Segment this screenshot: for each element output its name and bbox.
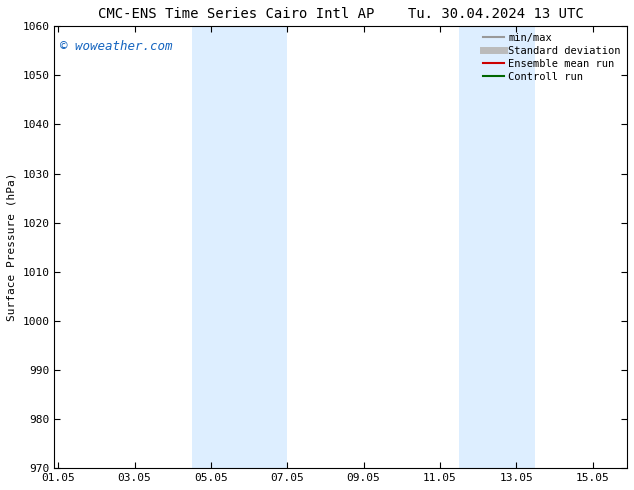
Legend: min/max, Standard deviation, Ensemble mean run, Controll run: min/max, Standard deviation, Ensemble me… [479, 28, 625, 86]
Bar [459, 26, 536, 468]
Text: © woweather.com: © woweather.com [60, 40, 172, 52]
Y-axis label: Surface Pressure (hPa): Surface Pressure (hPa) [7, 173, 17, 321]
Title: CMC-ENS Time Series Cairo Intl AP    Tu. 30.04.2024 13 UTC: CMC-ENS Time Series Cairo Intl AP Tu. 30… [98, 7, 583, 21]
Bar [192, 26, 287, 468]
